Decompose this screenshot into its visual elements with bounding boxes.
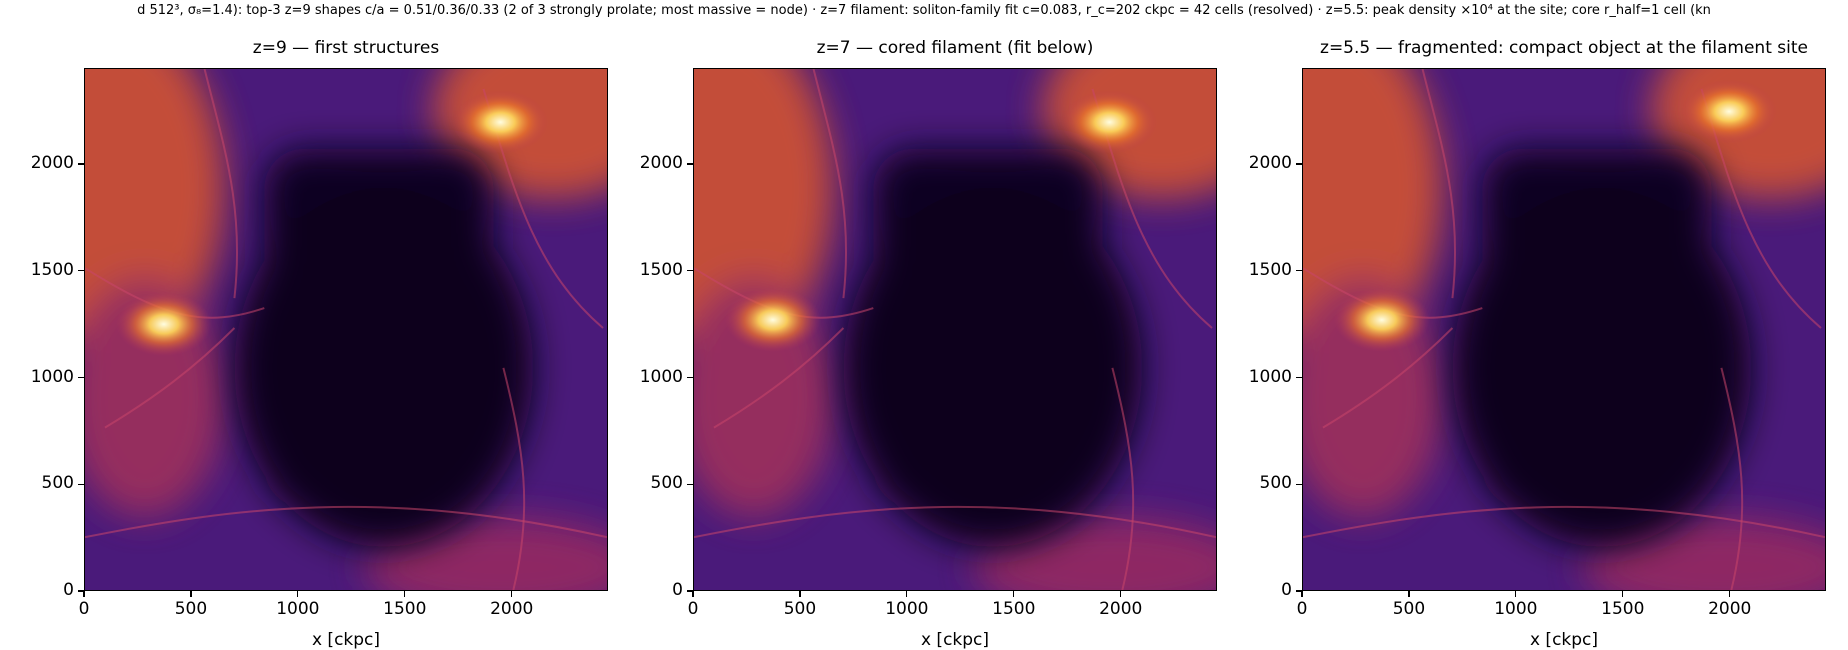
x-tick-mark — [1622, 591, 1624, 597]
x-tick-mark — [83, 591, 85, 597]
y-tick-label: 500 — [1259, 473, 1292, 494]
y-tick-label: 2000 — [30, 153, 74, 174]
density-peak — [1334, 288, 1430, 352]
y-tick-mark — [1296, 590, 1302, 592]
y-tick-mark — [78, 163, 84, 165]
figure-suptitle: d 512³, σ₈=1.4): top-3 z=9 shapes c/a = … — [137, 3, 1711, 18]
x-tick-label: 1500 — [992, 599, 1036, 619]
x-tick-label: 2000 — [1099, 599, 1143, 619]
y-tick-mark — [1296, 483, 1302, 485]
y-tick-label: 0 — [672, 580, 683, 600]
x-tick-mark — [297, 591, 299, 597]
x-tick-mark — [692, 591, 694, 597]
x-tick-label: 1500 — [1601, 599, 1645, 619]
y-tick-mark — [78, 376, 84, 379]
x-axis-label: x [ckpc] — [1529, 630, 1599, 650]
x-tick-label: 0 — [1296, 599, 1308, 619]
y-tick-label: 1000 — [30, 366, 74, 387]
x-tick-label: 500 — [783, 599, 817, 619]
y-tick-mark — [78, 483, 84, 485]
y-tick-label: 0 — [63, 580, 74, 600]
x-tick-label: 500 — [174, 599, 208, 619]
y-tick-label: 2000 — [639, 153, 683, 174]
panel-title: z=9 — first structures — [252, 38, 440, 58]
x-tick-mark — [1120, 591, 1122, 597]
density-peak — [116, 292, 212, 357]
y-tick-label: 1000 — [639, 366, 683, 387]
x-axis-label: x [ckpc] — [311, 630, 381, 650]
panel-title: z=5.5 — fragmented: compact object at th… — [1320, 38, 1808, 58]
y-tick-label: 1000 — [1248, 366, 1292, 387]
x-tick-mark — [1515, 591, 1517, 597]
x-tick-mark — [799, 591, 801, 597]
y-tick-label: 500 — [650, 473, 683, 494]
x-tick-mark — [1729, 591, 1731, 597]
y-tick-mark — [78, 590, 84, 592]
density-field — [85, 69, 607, 590]
y-tick-mark — [78, 270, 84, 272]
x-tick-label: 0 — [78, 599, 90, 619]
y-tick-label: 1500 — [639, 259, 683, 280]
density-peak — [1061, 90, 1158, 155]
y-tick-mark — [687, 376, 693, 379]
x-tick-label: 1500 — [383, 599, 427, 619]
x-tick-mark — [1408, 591, 1410, 597]
density-map-panel — [693, 68, 1217, 591]
x-tick-mark — [190, 591, 192, 597]
y-tick-label: 500 — [41, 473, 74, 494]
y-tick-label: 0 — [1281, 580, 1292, 600]
x-tick-label: 1000 — [1494, 599, 1538, 619]
y-tick-label: 2000 — [1248, 153, 1292, 174]
x-tick-label: 1000 — [276, 599, 320, 619]
y-tick-mark — [1296, 163, 1302, 165]
x-tick-mark — [1013, 591, 1015, 597]
y-tick-mark — [687, 483, 693, 485]
x-tick-label: 2000 — [1708, 599, 1752, 619]
x-tick-label: 0 — [687, 599, 699, 619]
x-tick-mark — [1301, 591, 1303, 597]
y-tick-mark — [687, 163, 693, 165]
y-tick-mark — [1296, 376, 1302, 379]
y-tick-label: 1500 — [1248, 259, 1292, 280]
density-peak — [1681, 79, 1777, 144]
y-tick-mark — [1296, 270, 1302, 272]
density-field — [1303, 69, 1825, 590]
density-map-panel — [1302, 68, 1826, 591]
x-tick-mark — [906, 591, 908, 597]
density-map-panel — [84, 68, 608, 591]
y-tick-mark — [687, 590, 693, 592]
x-tick-mark — [404, 591, 406, 597]
x-axis-label: x [ckpc] — [920, 630, 990, 650]
density-field — [694, 69, 1216, 590]
x-tick-label: 1000 — [885, 599, 929, 619]
x-tick-label: 2000 — [490, 599, 534, 619]
density-peak — [452, 90, 549, 155]
density-peak — [725, 288, 821, 352]
panel-title: z=7 — cored filament (fit below) — [816, 38, 1094, 58]
x-tick-mark — [511, 591, 513, 597]
y-tick-mark — [687, 270, 693, 272]
x-tick-label: 500 — [1392, 599, 1426, 619]
y-tick-label: 1500 — [30, 259, 74, 280]
